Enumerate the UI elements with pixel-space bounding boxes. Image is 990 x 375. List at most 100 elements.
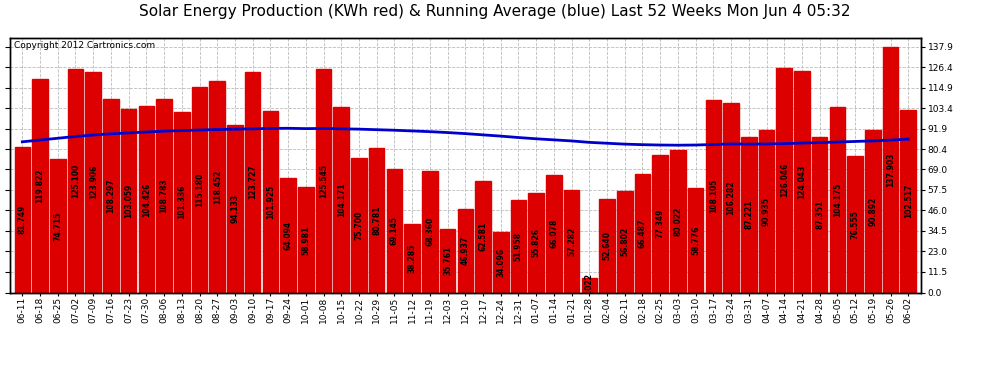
Bar <box>564 190 579 292</box>
Text: 58.981: 58.981 <box>301 225 310 255</box>
Text: 56.802: 56.802 <box>621 227 630 256</box>
Bar <box>812 137 828 292</box>
Text: 119.822: 119.822 <box>36 168 45 203</box>
Text: 52.640: 52.640 <box>603 231 612 260</box>
Bar <box>457 209 473 292</box>
Text: 101.336: 101.336 <box>177 185 186 219</box>
Text: 77.349: 77.349 <box>655 209 664 238</box>
Text: 87.221: 87.221 <box>744 200 753 230</box>
Text: 108.297: 108.297 <box>106 178 116 213</box>
Bar <box>776 68 792 292</box>
Bar <box>883 46 898 292</box>
Text: 34.096: 34.096 <box>496 248 505 277</box>
Bar <box>865 130 881 292</box>
Text: 64.094: 64.094 <box>283 221 293 250</box>
Bar <box>156 99 172 292</box>
Bar <box>546 175 561 292</box>
Bar <box>493 232 509 292</box>
Text: 123.906: 123.906 <box>89 165 98 199</box>
Bar <box>529 193 544 292</box>
Bar <box>758 130 774 292</box>
Text: 94.133: 94.133 <box>231 194 240 223</box>
Text: 57.282: 57.282 <box>567 227 576 256</box>
Text: 108.105: 108.105 <box>709 179 718 213</box>
Text: 66.078: 66.078 <box>549 219 558 248</box>
Bar <box>830 107 845 292</box>
Bar <box>901 110 916 292</box>
Bar <box>334 107 349 292</box>
Text: 8.022: 8.022 <box>585 273 594 297</box>
Text: 87.351: 87.351 <box>815 200 825 229</box>
Bar <box>210 81 225 292</box>
Text: 76.555: 76.555 <box>850 210 859 238</box>
Bar <box>724 103 739 292</box>
Bar <box>475 181 491 292</box>
Bar <box>67 69 83 292</box>
Text: 104.171: 104.171 <box>337 182 346 217</box>
Text: 125.545: 125.545 <box>319 164 328 198</box>
Bar <box>794 71 810 292</box>
Text: 90.892: 90.892 <box>868 197 877 226</box>
Text: 80.781: 80.781 <box>372 206 381 235</box>
Bar <box>280 178 296 292</box>
Bar <box>599 199 615 292</box>
Bar <box>262 111 278 292</box>
Text: Solar Energy Production (KWh red) & Running Average (blue) Last 52 Weeks Mon Jun: Solar Energy Production (KWh red) & Runn… <box>140 4 850 19</box>
Bar <box>33 79 48 292</box>
Text: 101.925: 101.925 <box>266 184 275 219</box>
Text: 55.826: 55.826 <box>532 228 541 257</box>
Bar <box>245 72 260 292</box>
Bar <box>316 69 332 292</box>
Bar <box>121 109 137 292</box>
Text: 108.783: 108.783 <box>159 178 168 213</box>
Text: 115.180: 115.180 <box>195 172 204 207</box>
Bar <box>103 99 119 292</box>
Bar <box>387 169 402 292</box>
Bar <box>511 200 527 292</box>
Text: 103.059: 103.059 <box>124 183 133 218</box>
Text: 51.958: 51.958 <box>514 232 523 261</box>
Bar <box>581 278 597 292</box>
Bar <box>635 174 650 292</box>
Text: 62.581: 62.581 <box>478 222 487 251</box>
Text: 68.360: 68.360 <box>426 217 435 246</box>
Bar <box>50 159 65 292</box>
Bar <box>688 188 704 292</box>
Text: 90.935: 90.935 <box>762 197 771 226</box>
Bar <box>652 154 668 292</box>
Text: 81.749: 81.749 <box>18 205 27 234</box>
Text: 123.727: 123.727 <box>248 165 257 200</box>
Text: 58.776: 58.776 <box>691 225 700 255</box>
Text: 66.487: 66.487 <box>638 219 647 248</box>
Bar <box>847 156 863 292</box>
Bar <box>670 150 686 292</box>
Bar <box>139 106 154 292</box>
Bar <box>174 112 189 292</box>
Text: Copyright 2012 Cartronics.com: Copyright 2012 Cartronics.com <box>15 41 155 50</box>
Bar <box>351 158 366 292</box>
Bar <box>15 147 30 292</box>
Text: 137.903: 137.903 <box>886 152 895 187</box>
Text: 80.022: 80.022 <box>673 207 682 236</box>
Bar <box>422 171 438 292</box>
Text: 104.175: 104.175 <box>833 182 841 217</box>
Text: 74.715: 74.715 <box>53 211 62 240</box>
Bar <box>192 87 207 292</box>
Bar <box>440 229 455 292</box>
Text: 102.517: 102.517 <box>904 184 913 218</box>
Text: 118.452: 118.452 <box>213 170 222 204</box>
Bar <box>227 124 243 292</box>
Bar <box>85 72 101 292</box>
Text: 38.285: 38.285 <box>408 244 417 273</box>
Bar <box>706 100 721 292</box>
Text: 46.937: 46.937 <box>460 236 470 265</box>
Bar <box>742 137 756 292</box>
Text: 69.145: 69.145 <box>390 216 399 245</box>
Bar <box>404 224 420 292</box>
Text: 104.426: 104.426 <box>142 182 150 217</box>
Text: 75.700: 75.700 <box>354 210 363 240</box>
Text: 35.761: 35.761 <box>444 246 452 275</box>
Bar <box>369 148 384 292</box>
Text: 125.100: 125.100 <box>71 164 80 198</box>
Bar <box>298 188 314 292</box>
